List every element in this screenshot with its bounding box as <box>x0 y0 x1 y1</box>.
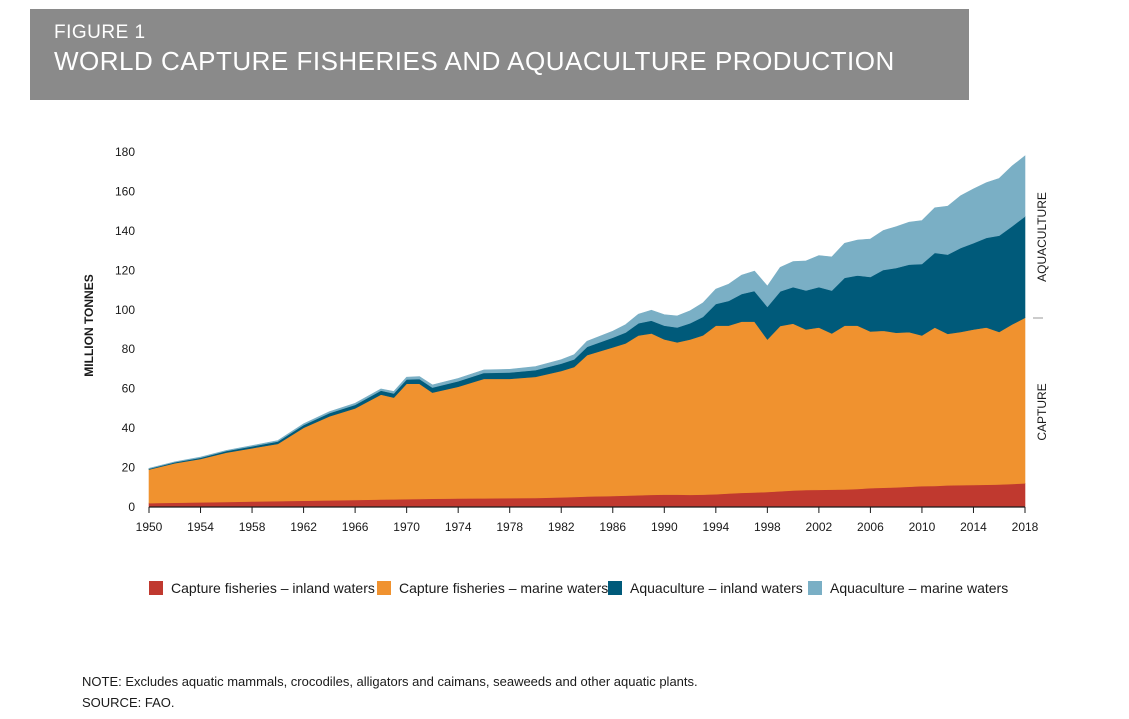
y-tick-label: 160 <box>115 184 135 198</box>
legend-swatch-marine-aquaculture <box>808 581 822 595</box>
x-tick-label: 1986 <box>599 520 626 534</box>
legend-label-marine-aquaculture: Aquaculture – marine waters <box>830 580 1009 596</box>
x-tick-label: 1962 <box>290 520 317 534</box>
chart-note: NOTE: Excludes aquatic mammals, crocodil… <box>82 674 698 689</box>
area-aquaculture-marine-waters <box>148 155 1026 470</box>
figure-title: WORLD CAPTURE FISHERIES AND AQUACULTURE … <box>54 46 895 76</box>
legend-swatch-inland-capture <box>149 581 163 595</box>
legend-label-marine-capture: Capture fisheries – marine waters <box>399 580 609 596</box>
legend-label-inland-aquaculture: Aquaculture – inland waters <box>630 580 803 596</box>
chart-source: SOURCE: FAO. <box>82 695 175 710</box>
x-tick-label: 1966 <box>342 520 369 534</box>
x-tick-label: 1978 <box>496 520 523 534</box>
figure-banner <box>30 9 969 100</box>
legend-item-inland-capture: Capture fisheries – inland waters <box>149 579 375 597</box>
legend-item-marine-aquaculture: Aquaculture – marine waters <box>808 579 1008 597</box>
x-tick-label: 1954 <box>187 520 214 534</box>
legend-swatch-marine-capture <box>377 581 391 595</box>
y-tick-label: 80 <box>122 342 136 356</box>
side-label-capture: CAPTURE <box>1035 383 1049 440</box>
y-axis-title: MILLION TONNES <box>82 274 96 376</box>
y-tick-label: 20 <box>122 461 136 475</box>
y-tick-label: 120 <box>115 263 135 277</box>
y-tick-label: 60 <box>122 382 136 396</box>
x-tick-label: 1970 <box>393 520 420 534</box>
x-tick-label: 1998 <box>754 520 781 534</box>
x-tick-label: 1990 <box>651 520 678 534</box>
y-tick-label: 0 <box>128 500 135 514</box>
x-tick-label: 1994 <box>702 520 729 534</box>
legend-label-inland-capture: Capture fisheries – inland waters <box>171 580 375 596</box>
x-tick-label: 2018 <box>1012 520 1039 534</box>
side-label-aquaculture: AQUACULTURE <box>1035 192 1049 282</box>
legend-item-marine-capture: Capture fisheries – marine waters <box>377 579 608 597</box>
y-tick-label: 180 <box>115 145 135 159</box>
x-tick-label: 1958 <box>239 520 266 534</box>
legend-swatch-inland-aquaculture <box>608 581 622 595</box>
x-tick-label: 1974 <box>445 520 472 534</box>
x-tick-label: 2006 <box>857 520 884 534</box>
y-tick-label: 40 <box>122 421 136 435</box>
y-tick-label: 100 <box>115 303 135 317</box>
x-tick-label: 1950 <box>136 520 163 534</box>
y-tick-label: 140 <box>115 224 135 238</box>
x-tick-label: 2002 <box>806 520 833 534</box>
x-tick-label: 1982 <box>548 520 575 534</box>
x-tick-label: 2014 <box>960 520 987 534</box>
x-tick-label: 2010 <box>909 520 936 534</box>
legend-item-inland-aquaculture: Aquaculture – inland waters <box>608 579 803 597</box>
figure-label: FIGURE 1 <box>54 22 146 43</box>
